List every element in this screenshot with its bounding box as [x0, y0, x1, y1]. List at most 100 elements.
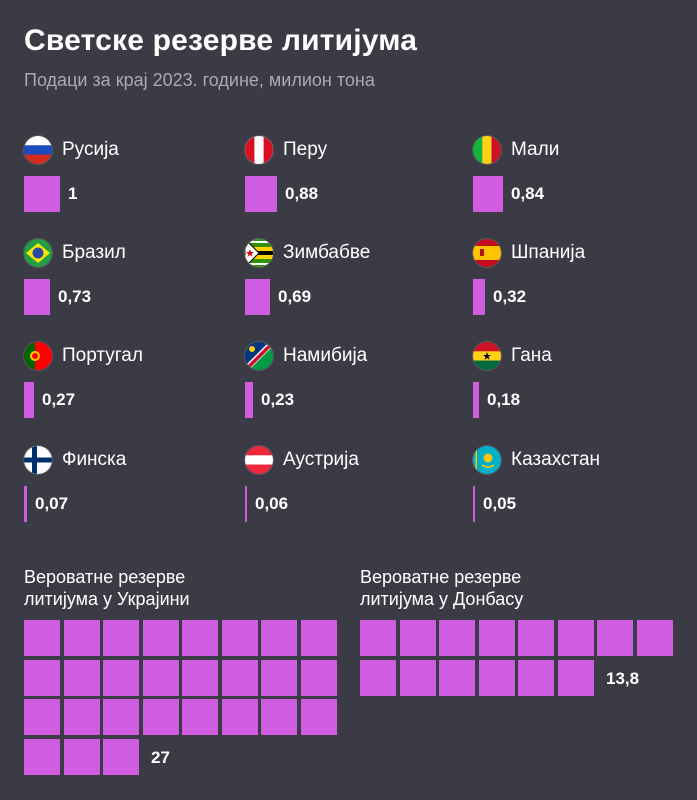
waffle-cell — [103, 620, 139, 656]
country-item: Аустрија 0,06 — [245, 446, 465, 546]
country-item: Португал 0,27 — [24, 342, 244, 442]
waffle-cell — [24, 620, 60, 656]
value-bar — [473, 279, 485, 315]
waffle-cell — [24, 699, 60, 735]
chart-subtitle: Подаци за крај 2023. године, милион тона — [24, 70, 375, 90]
country-item: Зимбабве 0,69 — [245, 239, 465, 339]
namibia-flag-icon — [245, 342, 273, 370]
waffle-cell — [479, 620, 515, 656]
country-item: Казахстан 0,05 — [473, 446, 693, 546]
country-name: Мали — [511, 139, 560, 160]
waffle-label-donbas: Вероватне резерве литијума у Донбасу — [360, 566, 523, 610]
chart-title: Светске резерве литијума — [24, 24, 418, 57]
waffle-cell — [360, 620, 396, 656]
value-bar — [473, 382, 479, 418]
waffle-cell — [103, 660, 139, 696]
waffle-cell — [439, 620, 475, 656]
waffle-cell — [637, 620, 673, 656]
value-bar — [245, 176, 277, 212]
country-item: Мали 0,84 — [473, 136, 693, 236]
waffle-value-label: 13,8 — [606, 669, 640, 688]
value-label: 0,23 — [261, 390, 295, 409]
waffle-cell — [222, 620, 258, 656]
value-bar — [245, 382, 253, 418]
value-bar — [24, 279, 50, 315]
country-name: Финска — [62, 449, 127, 470]
country-item: Русија 1 — [24, 136, 244, 236]
value-label: 1 — [68, 184, 78, 203]
country-name: Русија — [62, 139, 119, 160]
waffle-cell — [182, 699, 218, 735]
waffle-cell — [222, 660, 258, 696]
waffle-cell — [479, 660, 515, 696]
spain-flag-icon — [473, 239, 501, 267]
country-name: Перу — [283, 139, 328, 160]
waffle-cell — [439, 660, 475, 696]
waffle-label-line: Вероватне резерве — [24, 567, 186, 587]
value-label: 0,05 — [483, 494, 517, 513]
value-label: 0,84 — [511, 184, 545, 203]
value-bar — [245, 486, 247, 522]
waffle-label-line: литијума у Украјини — [24, 589, 190, 609]
waffle-cell — [103, 739, 139, 775]
value-label: 0,88 — [285, 184, 319, 203]
country-name: Аустрија — [283, 449, 359, 470]
kazakhstan-flag-icon — [473, 446, 501, 474]
value-bar — [245, 279, 270, 315]
value-bar — [473, 176, 503, 212]
country-name: Бразил — [62, 242, 126, 263]
waffle-label-line: Вероватне резерве — [360, 567, 522, 587]
waffle-cell — [182, 660, 218, 696]
waffle-label-line: литијума у Донбасу — [360, 589, 524, 609]
value-label: 0,06 — [255, 494, 289, 513]
waffle-cell — [301, 660, 337, 696]
portugal-flag-icon — [24, 342, 52, 370]
country-item: Намибија 0,23 — [245, 342, 465, 442]
value-bar — [473, 486, 475, 522]
brazil-flag-icon — [24, 239, 52, 267]
country-name: Намибија — [283, 345, 368, 366]
waffle-cell — [222, 699, 258, 735]
austria-flag-icon — [245, 446, 273, 474]
peru-flag-icon — [245, 136, 273, 164]
value-bar — [24, 382, 34, 418]
mali-flag-icon — [473, 136, 501, 164]
value-label: 0,69 — [278, 287, 312, 306]
ghana-flag-icon — [473, 342, 501, 370]
waffle-cell — [64, 699, 100, 735]
waffle-cell — [143, 620, 179, 656]
waffle-cell — [518, 620, 554, 656]
value-bar — [24, 486, 27, 522]
value-label: 0,73 — [58, 287, 92, 306]
value-label: 0,32 — [493, 287, 527, 306]
country-name: Казахстан — [511, 449, 601, 470]
country-item: Бразил 0,73 — [24, 239, 244, 339]
zimbabwe-flag-icon — [245, 239, 273, 267]
waffle-cell — [24, 739, 60, 775]
waffle-cell — [558, 620, 594, 656]
waffle-cell — [597, 620, 633, 656]
country-name: Гана — [511, 345, 552, 366]
country-name: Зимбабве — [283, 242, 371, 263]
country-item: Перу 0,88 — [245, 136, 465, 236]
finland-flag-icon — [24, 446, 52, 474]
waffle-cell — [24, 660, 60, 696]
waffle-cell — [301, 620, 337, 656]
waffle-cell — [558, 660, 594, 696]
country-name: Португал — [62, 345, 143, 366]
value-bar — [24, 176, 60, 212]
waffle-cell — [400, 620, 436, 656]
value-label: 0,27 — [42, 390, 76, 409]
country-item: Шпанија 0,32 — [473, 239, 693, 339]
value-label: 0,18 — [487, 390, 521, 409]
russia-flag-icon — [24, 136, 52, 164]
waffle-cell — [64, 620, 100, 656]
waffle-cell — [64, 660, 100, 696]
waffle-cell — [360, 660, 396, 696]
waffle-cell — [400, 660, 436, 696]
waffle-cell — [261, 620, 297, 656]
country-item: Финска 0,07 — [24, 446, 244, 546]
waffle-cell — [64, 739, 100, 775]
waffle-cell — [143, 699, 179, 735]
waffle-cell — [143, 660, 179, 696]
